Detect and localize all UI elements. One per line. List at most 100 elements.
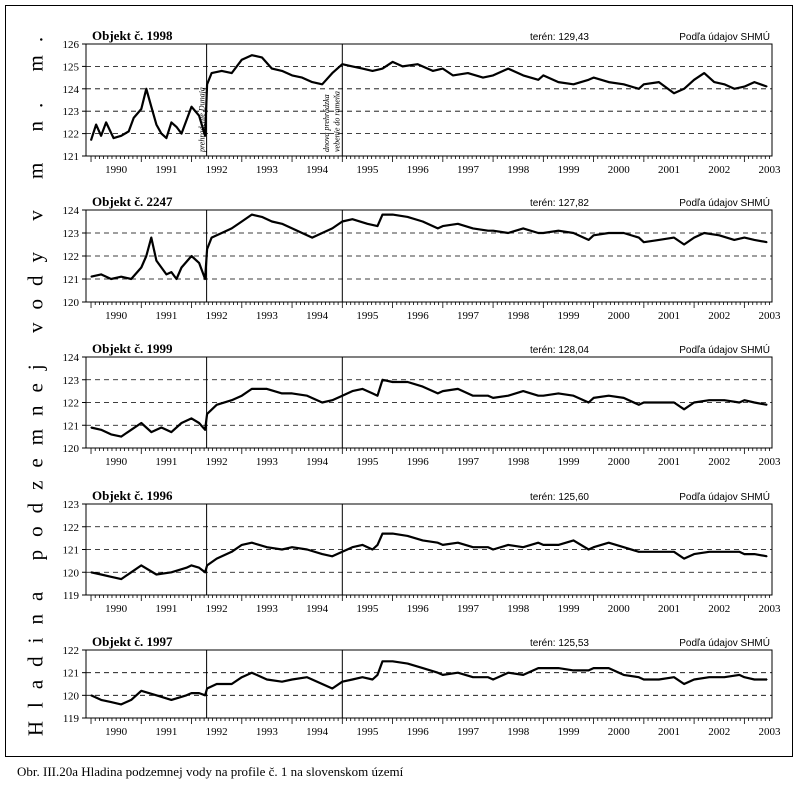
data-point: [457, 672, 459, 674]
x-tick-label: 1996: [407, 310, 430, 322]
data-point: [130, 429, 132, 431]
y-tick-label: 121: [63, 151, 80, 163]
data-point: [587, 548, 590, 551]
data-point: [542, 544, 544, 546]
data-point: [673, 92, 675, 94]
data-point: [206, 687, 208, 690]
data-point: [216, 404, 218, 406]
x-tick-label: 2000: [608, 726, 631, 738]
data-point: [90, 139, 92, 141]
data-point: [110, 278, 112, 280]
data-point: [608, 542, 610, 544]
data-point: [572, 669, 575, 672]
data-point: [216, 683, 218, 685]
data-point: [723, 83, 725, 85]
data-point: [110, 701, 112, 703]
data-point: [592, 397, 595, 399]
data-point: [753, 239, 756, 241]
data-point: [592, 667, 595, 669]
chart-title: Objekt č. 1996: [92, 488, 173, 503]
x-tick-label: 1999: [557, 603, 580, 615]
x-tick-label: 2002: [708, 603, 730, 615]
x-tick-label: 1998: [507, 726, 530, 738]
data-point: [766, 241, 768, 243]
data-point: [361, 388, 364, 390]
x-tick-label: 1992: [206, 603, 228, 615]
data-point: [437, 227, 439, 229]
data-point: [442, 674, 444, 676]
data-point: [281, 548, 283, 551]
data-point: [140, 108, 142, 110]
data-point: [90, 571, 92, 573]
data-point: [381, 379, 384, 381]
data-point: [90, 276, 92, 278]
data-point: [537, 79, 539, 81]
data-point: [198, 567, 200, 569]
data-point: [507, 232, 509, 234]
data-point: [673, 401, 675, 404]
data-point: [713, 81, 715, 83]
series-line: [90, 660, 767, 706]
x-tick-label: 1995: [356, 603, 379, 615]
data-point: [180, 133, 183, 135]
data-point: [658, 81, 660, 83]
x-tick-label: 1994: [306, 726, 329, 738]
data-point: [638, 676, 640, 678]
data-point: [643, 83, 645, 85]
data-point: [422, 385, 424, 388]
x-tick-label: 1994: [306, 310, 329, 322]
data-point: [321, 232, 323, 234]
chart-title: Objekt č. 1998: [92, 28, 173, 43]
data-point: [185, 567, 188, 569]
data-point: [231, 399, 233, 401]
data-point: [281, 70, 283, 72]
data-point: [658, 551, 660, 553]
data-point: [673, 237, 675, 239]
data-point: [95, 124, 97, 126]
data-point: [110, 576, 112, 578]
data-point: [251, 672, 253, 674]
x-tick-label: 1991: [155, 603, 177, 615]
x-tick-label: 2000: [608, 310, 631, 322]
chart-title: Objekt č. 1997: [92, 634, 173, 649]
x-tick-label: 1994: [306, 456, 329, 468]
data-point: [198, 692, 200, 694]
data-point: [251, 388, 253, 390]
data-point: [266, 546, 268, 548]
series-line: [89, 54, 768, 141]
data-point: [723, 551, 725, 553]
data-point: [341, 63, 343, 65]
data-point: [321, 553, 323, 555]
series-line: [90, 532, 768, 581]
event-annotation: dnova prehrádzka: [322, 94, 331, 152]
chart-panel-4: 119 120 121 122 123 1990 1991 1992 1993 1994 1995 1…: [63, 488, 781, 615]
data-point: [155, 573, 157, 576]
data-point: [507, 395, 509, 397]
x-tick-label: 1992: [206, 726, 228, 738]
data-point: [537, 232, 539, 234]
data-point: [743, 237, 745, 239]
x-tick-label: 1990: [105, 726, 128, 738]
data-point: [301, 232, 303, 234]
terrain-label: terén: 125,60: [530, 492, 589, 503]
data-point: [492, 678, 494, 681]
data-point: [351, 546, 353, 548]
data-point: [281, 681, 283, 683]
data-point: [321, 83, 323, 85]
data-point: [542, 395, 544, 397]
data-point: [306, 676, 308, 678]
data-point: [708, 551, 710, 553]
y-tick-label: 120: [63, 443, 80, 455]
plot-area: [85, 43, 773, 157]
y-tick-label: 120: [63, 297, 80, 309]
x-tick-label: 2002: [708, 726, 730, 738]
data-point: [341, 220, 343, 223]
data-point: [422, 667, 424, 669]
data-point: [402, 65, 404, 67]
x-tick-label: 2003: [758, 164, 781, 176]
data-point: [693, 678, 695, 681]
data-point: [492, 74, 494, 76]
terrain-label: terén: 129,43: [530, 32, 589, 43]
data-point: [733, 88, 735, 90]
x-tick-label: 1993: [256, 456, 279, 468]
